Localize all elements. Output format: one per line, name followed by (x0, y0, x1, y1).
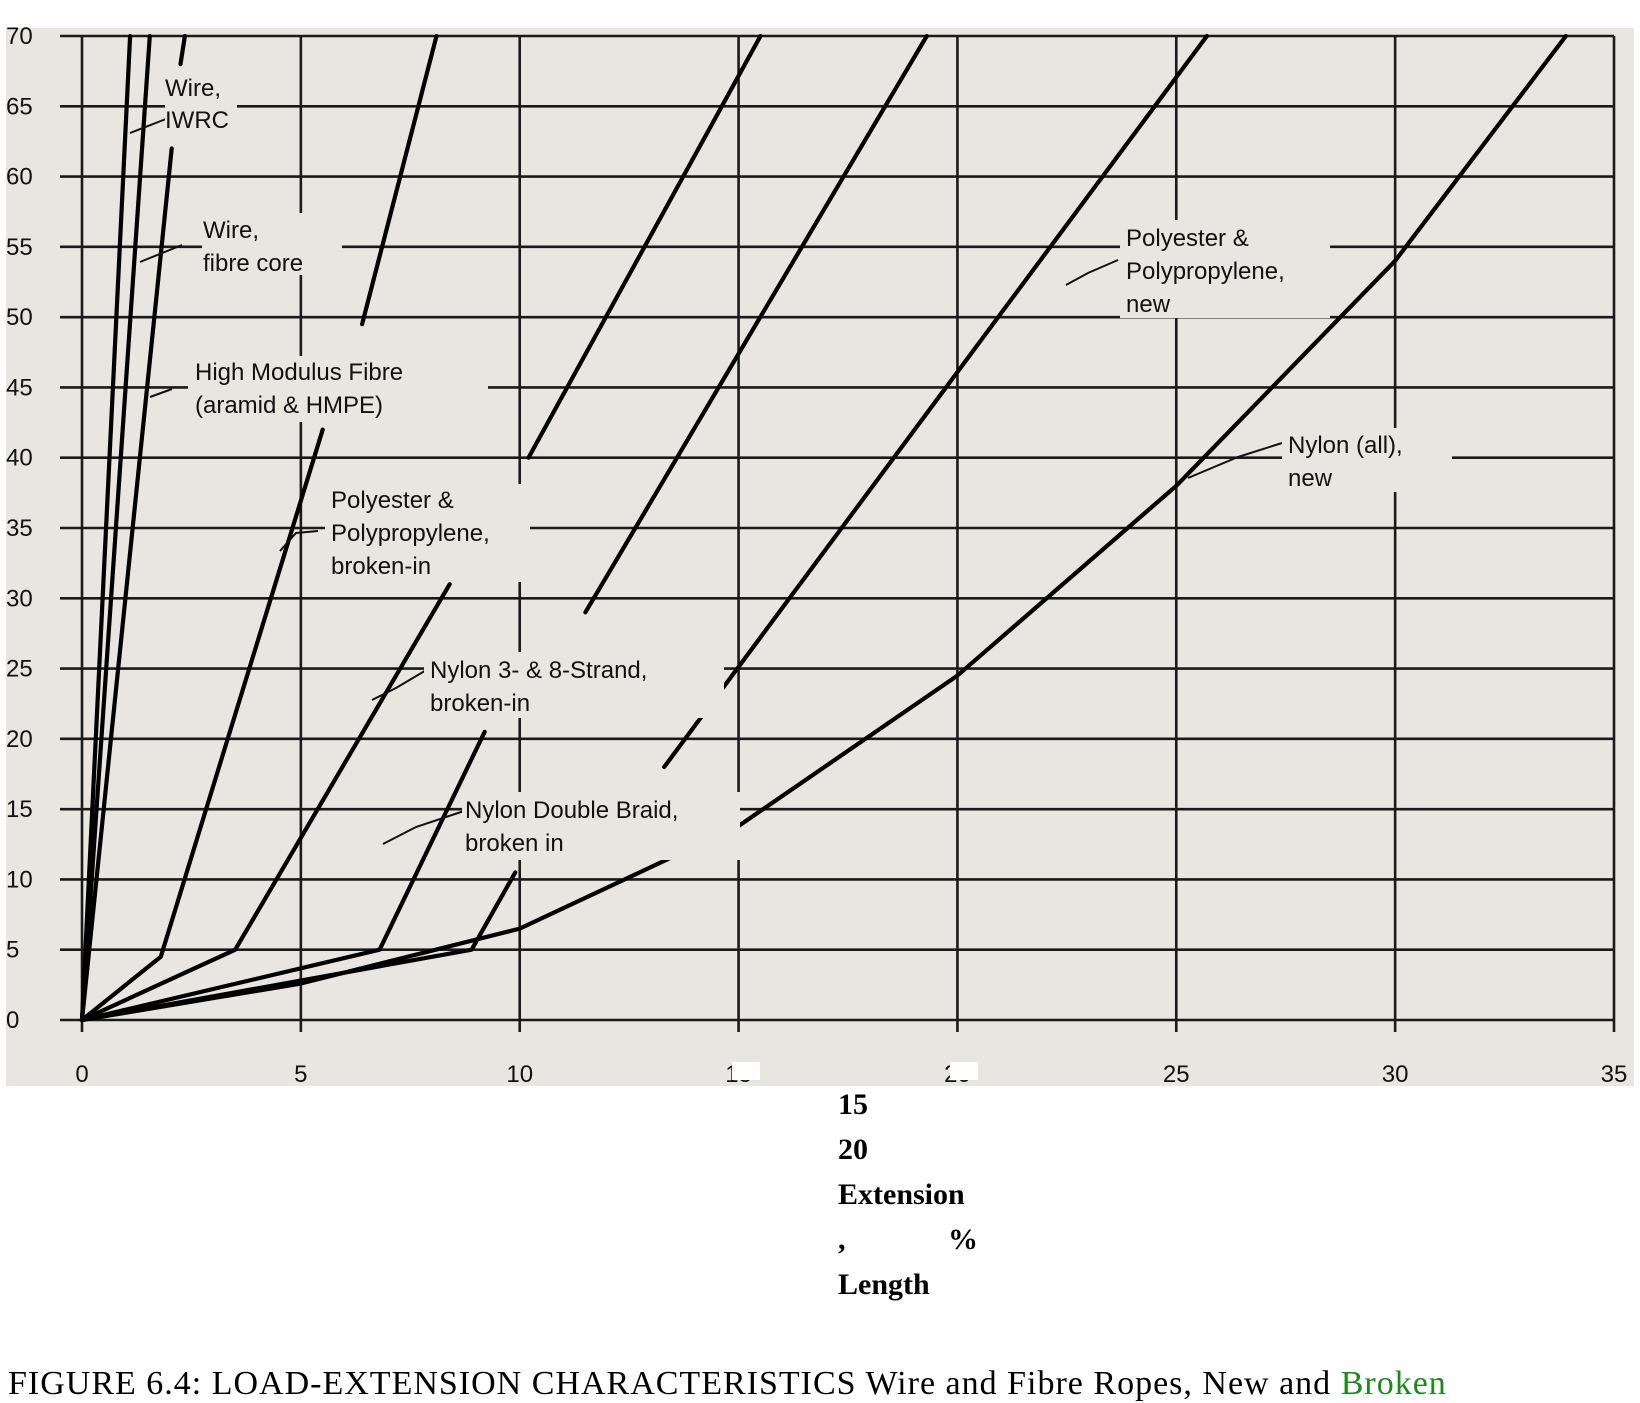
x-axis-label: 15 20 Extension , % Length (838, 1082, 988, 1307)
series-line (79, 33, 1568, 1023)
x-axis-label-line: Length (838, 1268, 930, 1301)
leader-lines (129, 118, 1283, 845)
x-axis-label-row: , % (838, 1217, 978, 1262)
tick-label-gap-20 (950, 1062, 978, 1080)
figure-caption: FIGURE 6.4: LOAD-EXTENSION CHARACTERISTI… (8, 1365, 1447, 1403)
series-annotation: Wire, (165, 75, 221, 102)
series-annotation: Polypropylene, (331, 520, 490, 547)
grid-layer (60, 34, 1616, 1032)
y-tick-label: 40 (6, 445, 33, 472)
series-line (79, 33, 133, 1023)
annotation-background (1120, 220, 1330, 318)
series-annotation: new (1288, 465, 1333, 492)
annotation-background (325, 484, 530, 582)
series-annotation: broken in (465, 830, 564, 857)
y-tick-label: 30 (6, 585, 33, 612)
y-tick-label: 45 (6, 374, 33, 401)
x-axis-label-line: % (948, 1223, 978, 1256)
series-annotation: Polyester & (1126, 225, 1249, 252)
series-line (79, 729, 487, 1023)
leader-line (139, 244, 183, 263)
series-line (79, 427, 325, 1023)
y-tick-label: 50 (6, 304, 33, 331)
series-annotation: High Modulus Fibre (195, 359, 403, 386)
leader-line (149, 388, 173, 398)
annotation-background (202, 213, 342, 275)
leader-line (382, 810, 465, 845)
x-tick-label: 35 (1601, 1061, 1628, 1088)
x-axis-label-line: 15 (838, 1088, 868, 1121)
series-line (662, 33, 1209, 770)
series-annotation: Nylon 3- & 8-Strand, (430, 657, 647, 684)
series-line (583, 33, 929, 615)
x-axis-label-line: , (838, 1223, 846, 1256)
tick-label-gap-15 (732, 1062, 760, 1080)
series-annotation: Nylon Double Braid, (465, 797, 678, 824)
x-tick-label: 10 (506, 1061, 533, 1088)
series-annotation: new (1126, 291, 1171, 318)
series-annotation: Wire, (203, 217, 259, 244)
annotation-layer: Wire, IWRC Wire, fibre core High Modulus Fib… (165, 75, 1452, 860)
annotation-background (462, 792, 740, 860)
leader-line (371, 668, 429, 701)
series-annotation: Polypropylene, (1126, 258, 1285, 285)
series-line (360, 33, 439, 327)
y-tick-label: 60 (6, 164, 33, 191)
series-annotation: Nylon (all), (1288, 432, 1403, 459)
x-axis-label-line: Extension (838, 1178, 965, 1211)
series-line (79, 33, 152, 1023)
annotation-background (188, 356, 488, 422)
y-tick-label: 0 (6, 1007, 19, 1034)
y-tick-label: 5 (6, 937, 19, 964)
load-extension-chart: 0 5 10 15 20 25 30 35 0 5 10 15 20 25 30 35 40 45 50 55 60 6… (6, 23, 1628, 1088)
x-tick-label: 30 (1382, 1061, 1409, 1088)
leader-line (1065, 259, 1119, 286)
x-tick-label: 25 (1163, 1061, 1190, 1088)
y-tick-label: 25 (6, 656, 33, 683)
series-annotation: fibre core (203, 250, 303, 277)
x-tick-label: 5 (294, 1061, 307, 1088)
series-line (526, 33, 763, 460)
annotation-background (424, 652, 724, 718)
y-tick-label: 10 (6, 866, 33, 893)
y-tick-label: 65 (6, 93, 33, 120)
y-tick-label: 55 (6, 234, 33, 261)
leader-line (279, 530, 319, 552)
series-annotation: Polyester & (331, 487, 454, 514)
y-tick-label: 70 (6, 23, 33, 50)
series-line (79, 146, 174, 1023)
series-layer (79, 33, 1568, 1023)
annotation-background (1282, 428, 1452, 492)
x-axis-label-line: 20 (838, 1133, 868, 1166)
x-tick-label: 0 (75, 1061, 88, 1088)
caption-link[interactable]: Broken (1340, 1365, 1447, 1402)
series-annotation: (aramid & HMPE) (195, 392, 383, 419)
caption-text: FIGURE 6.4: LOAD-EXTENSION CHARACTERISTI… (8, 1365, 1341, 1402)
y-tick-label: 15 (6, 796, 33, 823)
y-tick-label: 20 (6, 726, 33, 753)
annotation-background (165, 76, 237, 134)
series-annotation: IWRC (165, 107, 229, 134)
leader-line (1187, 442, 1283, 479)
series-annotation: broken-in (430, 690, 530, 717)
leader-line (129, 118, 167, 134)
series-line (178, 33, 187, 67)
y-tick-labels: 0 5 10 15 20 25 30 35 40 45 50 55 60 65 70 (6, 23, 33, 1034)
y-tick-label: 35 (6, 515, 33, 542)
series-annotation: broken-in (331, 553, 431, 580)
series-line (79, 582, 452, 1023)
